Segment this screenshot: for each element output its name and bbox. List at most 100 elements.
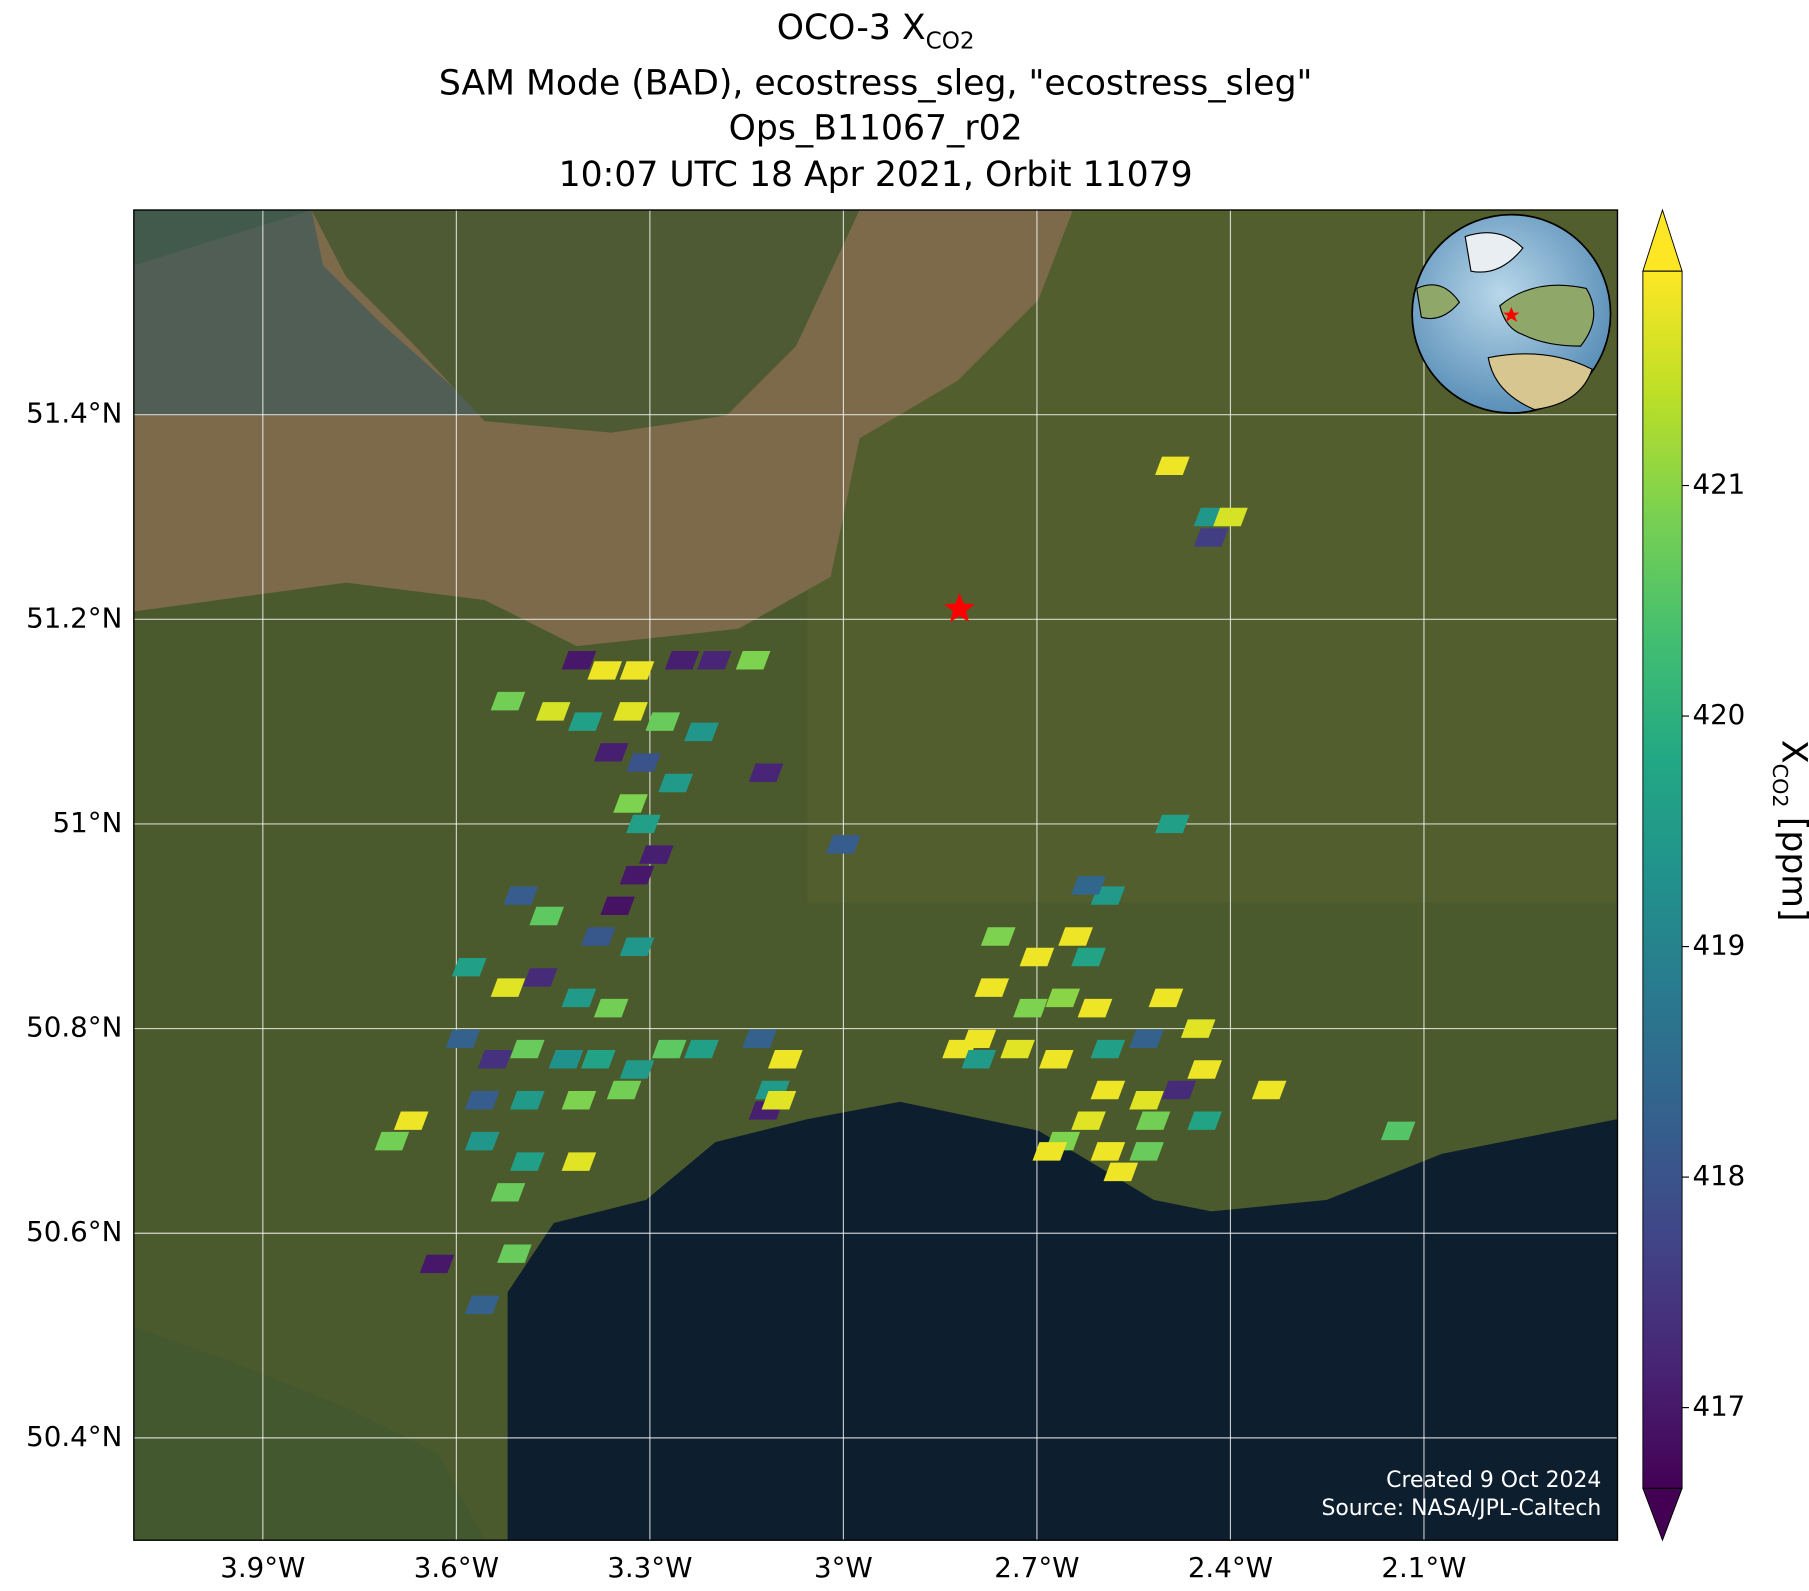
annotation: Created 9 Oct 2024	[1386, 1468, 1601, 1493]
x-tick-label: 3.9°W	[220, 1551, 305, 1584]
xco2-cell	[600, 896, 635, 916]
xco2-cell	[464, 1295, 500, 1315]
grid	[133, 209, 1618, 1541]
xco2-cell	[619, 1060, 655, 1079]
colorbar-body	[1642, 271, 1683, 1489]
xco2-cell	[742, 1029, 777, 1049]
xco2-cell	[735, 650, 771, 670]
xco2-cell	[619, 865, 655, 885]
colorbar-tick-label: 420	[1692, 698, 1745, 731]
xco2-cell	[1077, 998, 1113, 1018]
xco2-cell	[1071, 947, 1106, 967]
xco2-cell	[1187, 1111, 1222, 1130]
xco2-cell	[1213, 507, 1248, 527]
xco2-cell	[568, 712, 603, 731]
colorbar-tick-label: 418	[1692, 1159, 1745, 1192]
title-subscript: CO2	[926, 28, 975, 54]
xco2-cell	[619, 937, 655, 956]
xco2-cell	[522, 968, 558, 987]
xco2-cell	[748, 763, 784, 783]
xco2-cell	[1129, 1090, 1164, 1110]
xco2-cell	[1155, 456, 1190, 476]
xco2-cell	[626, 753, 661, 772]
xco2-cell	[1000, 1039, 1035, 1059]
wales	[311, 209, 860, 433]
xco2-cell	[419, 1254, 455, 1274]
y-tick-label: 51.2°N	[26, 601, 122, 634]
xco2-cell	[639, 845, 674, 864]
xco2-cell	[1135, 1111, 1171, 1130]
xco2-cell	[1038, 1050, 1074, 1069]
xco2-cell	[1103, 1162, 1139, 1182]
xco2-cell	[1193, 528, 1229, 547]
xco2-cell	[587, 661, 623, 680]
subtitle: Ops_B11067_r02	[729, 109, 1023, 149]
xco2-cell	[490, 1183, 526, 1202]
x-tick-label: 2.4°W	[1188, 1551, 1273, 1584]
globe-land	[1499, 284, 1595, 347]
xco2-cell	[613, 702, 648, 721]
globe-inset	[1411, 213, 1612, 414]
y-tick-label: 50.8°N	[26, 1011, 122, 1044]
xco2-cell	[393, 1111, 429, 1130]
colorbar-tick-label: 419	[1692, 929, 1745, 962]
globe-land	[1416, 284, 1461, 320]
colorbar-label-main: X	[1773, 740, 1809, 764]
xco2-cell	[1019, 947, 1055, 967]
xco2-cell	[561, 650, 597, 670]
xco2-cell	[580, 1050, 616, 1069]
y-tick-label: 51.4°N	[26, 397, 122, 430]
xco2-cell	[464, 1131, 500, 1151]
xco2-cell	[1090, 1142, 1126, 1161]
xco2-cell	[826, 835, 861, 854]
title: OCO-3 XCO2	[777, 8, 975, 54]
colorbar-frame	[1642, 270, 1683, 1489]
y-tick-label: 50.6°N	[26, 1215, 122, 1248]
xco2-cell	[1032, 1142, 1068, 1161]
colorbar-extend-max	[1642, 208, 1683, 272]
xco2-cell	[651, 1039, 687, 1059]
title-main: OCO-3 X	[777, 8, 926, 48]
xco2-cell	[561, 988, 597, 1008]
xco2-cell	[1090, 1080, 1126, 1100]
xco2-cell	[374, 1131, 410, 1151]
xco2-cell	[980, 927, 1016, 946]
cells	[374, 456, 1416, 1315]
xco2-cell	[645, 712, 681, 731]
land	[133, 1326, 485, 1541]
colorbar-label: XCO2 [ppm]	[1768, 740, 1809, 922]
xco2-cell	[1155, 814, 1190, 834]
xco2-cell	[561, 1152, 597, 1171]
xco2-cell	[464, 1090, 500, 1110]
xco2-cell	[1380, 1121, 1416, 1141]
xco2-cell	[1129, 1029, 1164, 1049]
xco2-cell	[1090, 1039, 1126, 1059]
xco2-cell	[580, 927, 616, 946]
y-tick-label: 50.4°N	[26, 1420, 122, 1453]
xco2-cell	[1058, 927, 1093, 946]
xco2-cell	[961, 1050, 997, 1069]
xco2-cell	[593, 743, 629, 762]
xco2-cell	[510, 1152, 545, 1171]
xco2-cell	[606, 1080, 642, 1100]
y-tick-label: 51°N	[53, 806, 123, 839]
xco2-cell	[974, 978, 1010, 997]
xco2-cell	[1251, 1080, 1287, 1100]
xco2-cell	[1161, 1080, 1197, 1100]
xco2-cell	[664, 650, 700, 670]
xco2-cell	[548, 1050, 584, 1069]
xco2-cell	[768, 1050, 803, 1069]
xco2-cell	[761, 1090, 797, 1110]
xco2-cell	[535, 702, 571, 721]
map-frame	[133, 209, 1619, 1541]
xco2-cell	[490, 978, 526, 997]
colorbar-extend-min	[1642, 1487, 1683, 1542]
subtitle: 10:07 UTC 18 Apr 2021, Orbit 11079	[559, 155, 1193, 195]
colorbar: 417 418 419 420 421	[1642, 208, 1745, 1542]
colorbar-tick-label: 421	[1692, 468, 1745, 501]
subtitle: SAM Mode (BAD), ecostress_sleg, "ecostre…	[439, 64, 1313, 104]
xco2-cell	[684, 722, 719, 742]
xco2-cell	[658, 773, 693, 793]
